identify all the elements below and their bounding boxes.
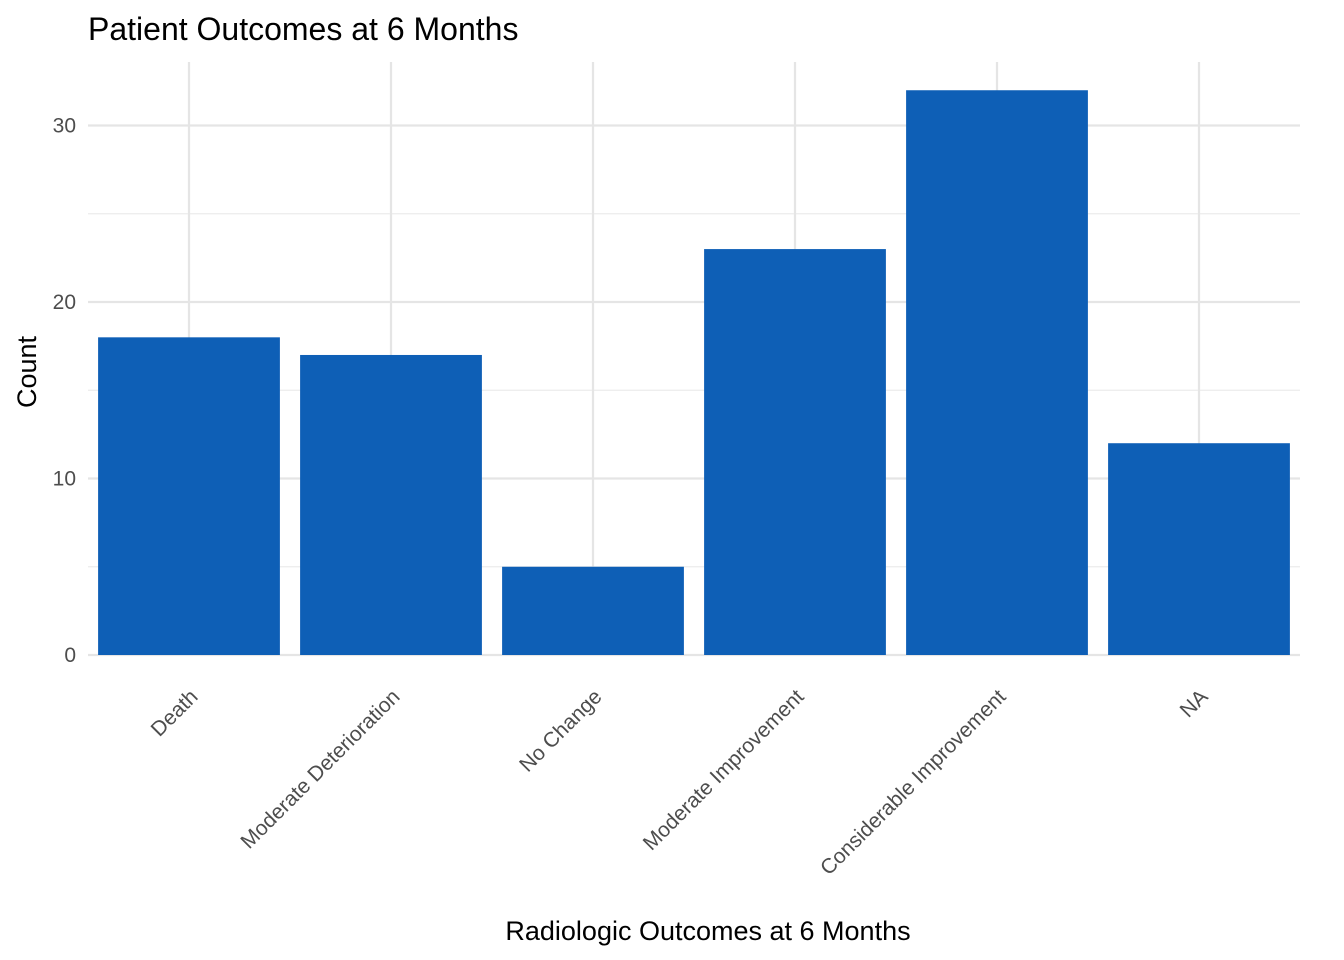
- y-axis-ticks: 0 10 20 30: [53, 115, 76, 667]
- x-axis-ticks: Death Moderate Deterioration No Change Mode…: [147, 685, 1213, 880]
- y-tick-label: 0: [64, 644, 76, 667]
- x-tick-label: Moderate Deterioration: [236, 685, 404, 853]
- x-tick-label: Considerable Improvement: [816, 685, 1011, 880]
- x-axis-title: Radiologic Outcomes at 6 Months: [505, 916, 910, 946]
- y-tick-label: 30: [53, 115, 76, 138]
- bar: [704, 249, 886, 655]
- bars: [98, 90, 1290, 655]
- bar: [98, 337, 280, 655]
- bar: [1108, 443, 1290, 655]
- y-tick-label: 20: [53, 291, 76, 314]
- chart-title: Patient Outcomes at 6 Months: [88, 11, 518, 47]
- x-tick-label: Death: [147, 685, 203, 741]
- bar: [906, 90, 1088, 655]
- bar: [502, 566, 684, 655]
- y-tick-label: 10: [53, 468, 76, 491]
- x-tick-label: No Change: [515, 685, 606, 776]
- y-axis-title: Count: [12, 335, 42, 408]
- x-tick-label: NA: [1176, 685, 1213, 722]
- bar: [300, 354, 482, 655]
- x-tick-label: Moderate Improvement: [639, 685, 809, 855]
